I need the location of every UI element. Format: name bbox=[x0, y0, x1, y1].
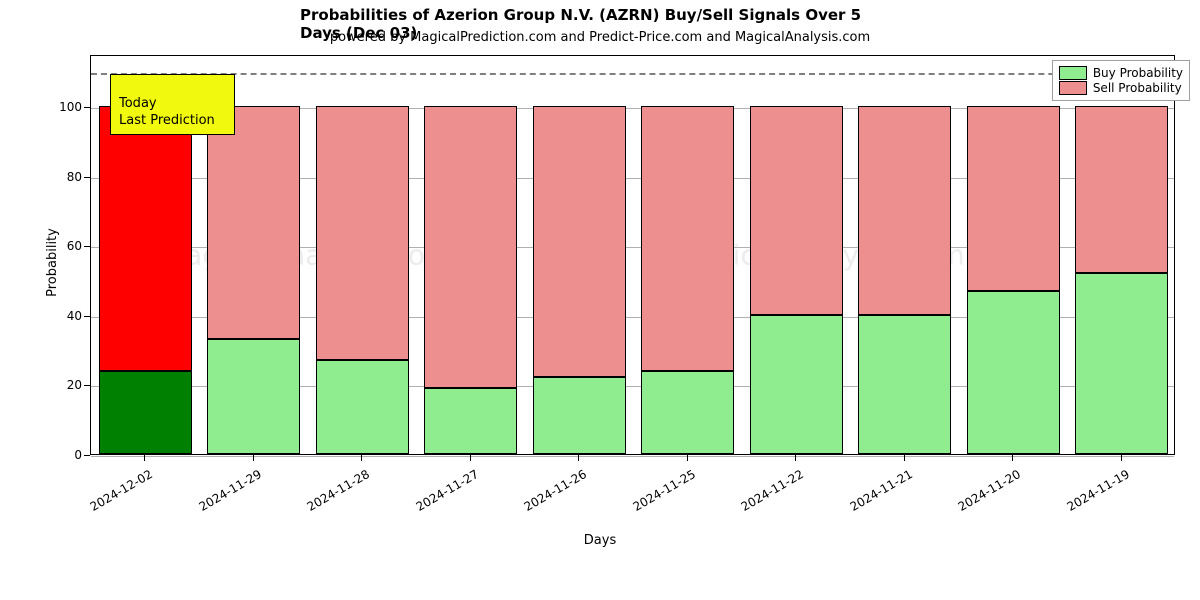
y-tick-mark bbox=[84, 177, 90, 178]
sell-bar bbox=[858, 106, 951, 315]
x-axis-label: Days bbox=[584, 533, 616, 548]
legend-item: Buy Probability bbox=[1059, 66, 1183, 80]
reference-line bbox=[91, 73, 1174, 75]
x-tick-mark bbox=[144, 455, 145, 461]
sell-bar bbox=[750, 106, 843, 315]
x-tick-label: 2024-11-26 bbox=[504, 467, 589, 524]
y-tick-mark bbox=[84, 246, 90, 247]
buy-bar bbox=[424, 388, 517, 454]
x-tick-mark bbox=[1121, 455, 1122, 461]
sell-bar bbox=[967, 106, 1060, 290]
sell-bar bbox=[533, 106, 626, 377]
chart-subtitle: powered by MagicalPrediction.com and Pre… bbox=[330, 30, 870, 45]
y-tick-mark bbox=[84, 107, 90, 108]
legend-label: Buy Probability bbox=[1093, 66, 1183, 80]
x-tick-label: 2024-12-02 bbox=[70, 467, 155, 524]
y-tick-label: 80 bbox=[52, 170, 82, 184]
y-tick-label: 100 bbox=[52, 100, 82, 114]
x-tick-mark bbox=[253, 455, 254, 461]
chart-container: Probabilities of Azerion Group N.V. (AZR… bbox=[0, 0, 1200, 600]
x-tick-mark bbox=[470, 455, 471, 461]
y-tick-label: 60 bbox=[52, 239, 82, 253]
buy-bar bbox=[207, 339, 300, 454]
buy-bar bbox=[533, 377, 626, 454]
x-tick-label: 2024-11-25 bbox=[613, 467, 698, 524]
sell-bar bbox=[207, 106, 300, 339]
legend-item: Sell Probability bbox=[1059, 81, 1183, 95]
y-tick-mark bbox=[84, 455, 90, 456]
buy-bar bbox=[750, 315, 843, 454]
x-tick-mark bbox=[904, 455, 905, 461]
x-tick-label: 2024-11-19 bbox=[1047, 467, 1132, 524]
buy-bar bbox=[858, 315, 951, 454]
x-tick-label: 2024-11-21 bbox=[830, 467, 915, 524]
sell-bar bbox=[641, 106, 734, 370]
sell-bar bbox=[316, 106, 409, 360]
x-tick-mark bbox=[795, 455, 796, 461]
x-tick-label: 2024-11-22 bbox=[721, 467, 806, 524]
legend-label: Sell Probability bbox=[1093, 81, 1182, 95]
x-tick-mark bbox=[1012, 455, 1013, 461]
x-tick-mark bbox=[687, 455, 688, 461]
buy-bar bbox=[1075, 273, 1168, 454]
y-tick-mark bbox=[84, 385, 90, 386]
today-annotation: Today Last Prediction bbox=[110, 74, 235, 135]
legend: Buy ProbabilitySell Probability bbox=[1052, 60, 1190, 101]
x-tick-label: 2024-11-28 bbox=[287, 467, 372, 524]
y-tick-mark bbox=[84, 316, 90, 317]
x-tick-label: 2024-11-20 bbox=[938, 467, 1023, 524]
y-tick-label: 40 bbox=[52, 309, 82, 323]
x-tick-mark bbox=[361, 455, 362, 461]
legend-swatch bbox=[1059, 81, 1087, 95]
y-tick-label: 20 bbox=[52, 378, 82, 392]
legend-swatch bbox=[1059, 66, 1087, 80]
sell-bar bbox=[1075, 106, 1168, 273]
buy-bar bbox=[316, 360, 409, 454]
x-tick-label: 2024-11-27 bbox=[396, 467, 481, 524]
y-tick-label: 0 bbox=[52, 448, 82, 462]
annotation-text: Today Last Prediction bbox=[119, 96, 215, 128]
sell-bar bbox=[424, 106, 517, 388]
x-tick-label: 2024-11-29 bbox=[179, 467, 264, 524]
buy-bar bbox=[99, 371, 192, 454]
buy-bar bbox=[641, 371, 734, 454]
buy-bar bbox=[967, 291, 1060, 454]
sell-bar bbox=[99, 106, 192, 370]
x-tick-mark bbox=[578, 455, 579, 461]
plot-area: MagicalAnalysis.comMagicalAnalysis.com bbox=[90, 55, 1175, 455]
